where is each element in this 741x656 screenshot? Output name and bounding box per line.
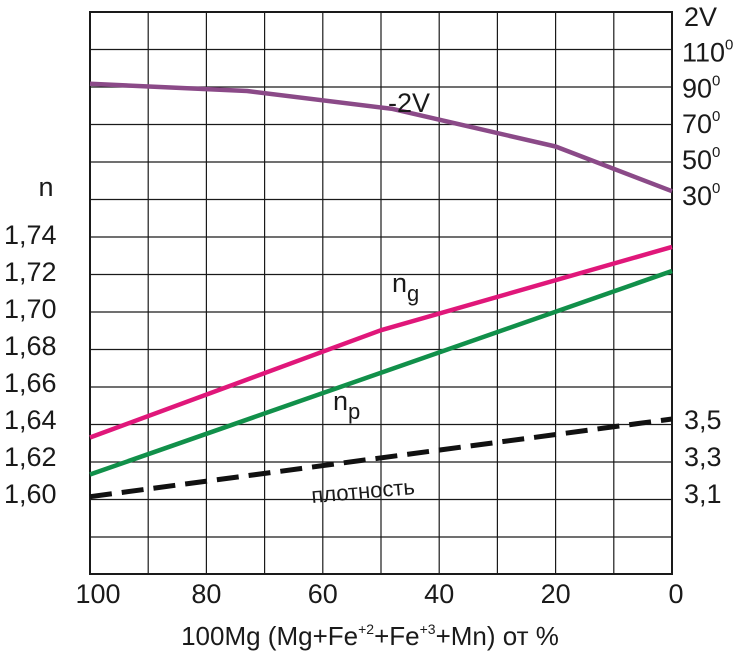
series-label-density: плотность <box>310 474 416 508</box>
x-axis-label: 100Mg (Mg+Fe+2+Fe+3+Mn) от % <box>181 621 559 651</box>
series-line-0 <box>89 81 673 194</box>
y3-tick-label: 3,1 <box>684 479 722 509</box>
series-line-1 <box>89 244 673 440</box>
series-label-2v: -2V <box>388 88 430 118</box>
y2-axis-label-2v: 2V <box>684 2 717 32</box>
y-tick-label: 1,66 <box>4 368 57 398</box>
x-tick-label: 100 <box>75 579 120 609</box>
x-tick-label: 80 <box>191 579 221 609</box>
y2-tick-label: 1100 <box>682 37 733 68</box>
labels-layer: 100 80 60 40 20 0 100Mg (Mg+Fe+2+Fe+3+Mn) от %… <box>4 2 733 651</box>
x-tick-label: 20 <box>541 579 571 609</box>
y-tick-label: 1,72 <box>4 257 57 287</box>
x-tick-label: 40 <box>424 579 454 609</box>
y-tick-label: 1,74 <box>4 220 57 250</box>
y2-tick-label: 500 <box>682 144 720 175</box>
plot-frame <box>89 11 673 575</box>
y3-tick-label: 3,3 <box>684 442 722 472</box>
y-tick-label: 1,62 <box>4 442 57 472</box>
series-line-2 <box>89 268 673 477</box>
series-layer <box>89 81 673 500</box>
y2-tick-label: 900 <box>682 72 720 103</box>
y3-tick-label: 3,5 <box>684 405 722 435</box>
y-axis-label-n: n <box>38 172 53 202</box>
series-line-3 <box>89 416 673 500</box>
y-tick-label: 1,70 <box>4 294 57 324</box>
y-tick-label: 1,60 <box>4 479 57 509</box>
series-label-ng: ng <box>392 268 419 306</box>
series-label-np: np <box>333 386 360 424</box>
y-tick-label: 1,64 <box>4 405 57 435</box>
x-tick-label: 60 <box>308 579 338 609</box>
y-tick-label: 1,68 <box>4 331 57 361</box>
y2-tick-label: 700 <box>682 108 720 139</box>
y2-tick-label: 300 <box>682 180 720 211</box>
x-tick-label: 0 <box>668 579 683 609</box>
